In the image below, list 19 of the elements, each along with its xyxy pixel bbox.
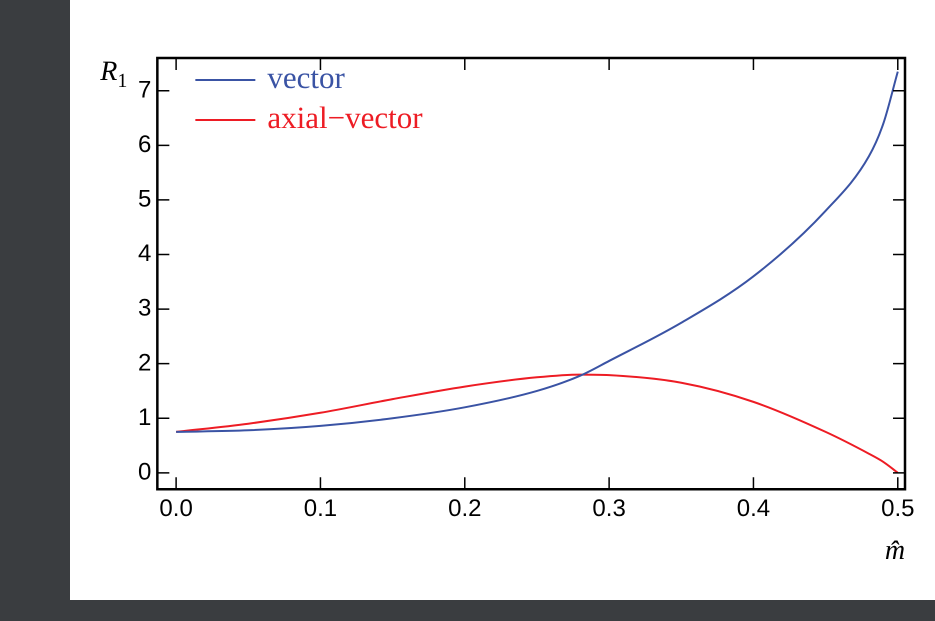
x-tick-label: 0.3 <box>592 495 626 522</box>
y-tick-label: 3 <box>138 294 152 322</box>
x-tick-label: 0.1 <box>304 495 338 522</box>
x-tick-label: 0.0 <box>159 495 193 522</box>
y-tick-label: 7 <box>138 76 152 104</box>
x-tick-label: 0.2 <box>448 495 482 522</box>
x-tick-label: 0.5 <box>881 495 914 522</box>
x-axis-title: m̂ <box>884 535 906 566</box>
legend-label: axial−vector <box>267 100 424 136</box>
y-tick-label: 2 <box>138 349 152 376</box>
legend-label: vector <box>267 60 346 96</box>
line-series <box>175 374 899 474</box>
x-tick-label: 0.4 <box>736 495 770 522</box>
y-tick-label: 0 <box>138 458 152 486</box>
y-tick-label: 5 <box>138 186 152 213</box>
y-tick-label: 6 <box>138 130 152 158</box>
y-tick-label: 4 <box>138 240 152 268</box>
line-series <box>175 70 899 433</box>
y-tick-label: 1 <box>138 404 152 431</box>
